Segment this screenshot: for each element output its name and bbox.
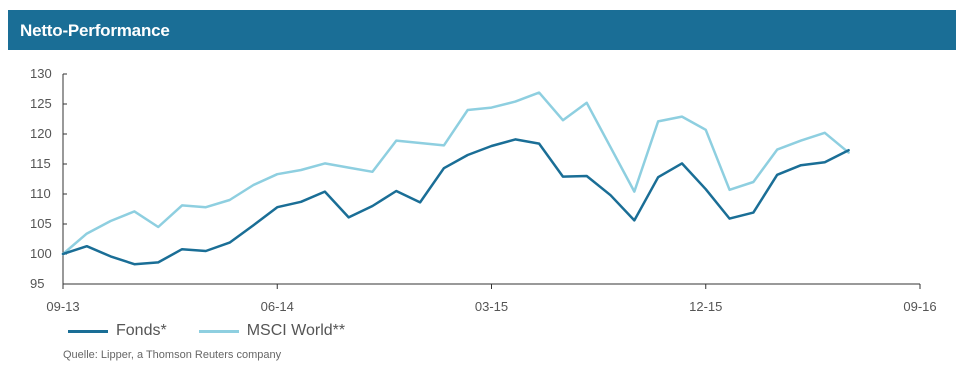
chart-header: Netto-Performance (8, 10, 956, 50)
y-tick-label: 95 (30, 276, 44, 291)
legend-swatch-msci (198, 329, 239, 333)
legend-label-msci: MSCI World** (246, 322, 346, 339)
x-tick-label: 09-13 (46, 299, 79, 314)
legend-swatch-fonds (68, 329, 108, 333)
chart-title: Netto-Performance (20, 21, 170, 40)
y-tick-label: 115 (30, 156, 51, 171)
y-tick-label: 120 (30, 126, 52, 141)
legend-label-fonds: Fonds* (116, 322, 167, 339)
y-tick-label: 130 (30, 66, 52, 81)
y-tick-label: 125 (30, 96, 52, 111)
series-line-fonds (61, 138, 850, 266)
y-tick-label: 110 (30, 186, 51, 201)
series-line-msci-world (61, 91, 850, 256)
legend-item-msci: MSCI World** (198, 322, 346, 340)
legend-item-fonds: Fonds* (68, 322, 167, 340)
x-tick-label: 03-15 (475, 299, 508, 314)
x-tick-label: 09-16 (903, 299, 936, 314)
y-tick-label: 105 (30, 216, 52, 231)
legend: Fonds* MSCI World** (68, 320, 377, 342)
source-note: Quelle: Lipper, a Thomson Reuters compan… (63, 349, 282, 361)
x-tick-label: 12-15 (689, 299, 722, 314)
y-tick-label: 100 (30, 246, 52, 261)
line-chart: 95 100 105 110 115 120 125 130 09-13 06-14 03-15 12… (30, 66, 937, 314)
x-tick-label: 06-14 (261, 299, 294, 314)
